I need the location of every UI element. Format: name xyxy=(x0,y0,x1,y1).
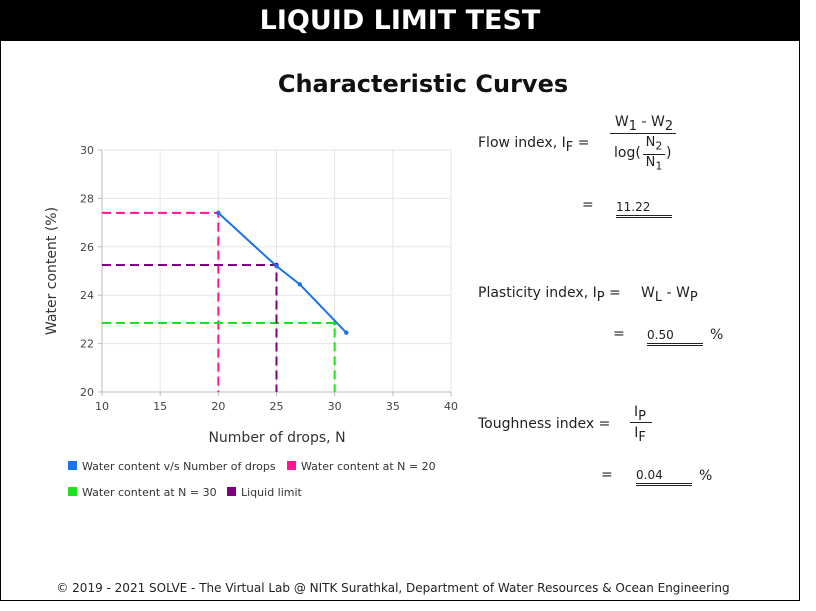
plasticity-index-label: Plasticity index, IP = xyxy=(478,285,621,305)
plasticity-unit: % xyxy=(710,327,723,343)
y-tick-label: 22 xyxy=(80,338,94,351)
x-axis-label: Number of drops, N xyxy=(208,430,345,446)
flow-index-value: 11.22 xyxy=(616,200,672,218)
flow-index-label: Flow index, IF = xyxy=(478,135,589,155)
y-tick-label: 28 xyxy=(80,192,94,205)
toughness-result-equals: = xyxy=(601,467,613,483)
chart-grid xyxy=(102,150,451,392)
y-tick-label: 26 xyxy=(80,241,94,254)
flow-fraction-bar xyxy=(610,133,676,134)
flow-inner-numerator: N2 xyxy=(642,135,666,153)
legend-label: Water content at N = 30 xyxy=(82,486,217,499)
data-point xyxy=(274,264,278,268)
legend-label: Water content v/s Number of drops xyxy=(82,460,276,473)
toughness-index-label: Toughness index = xyxy=(478,416,610,432)
plasticity-index-expression: WL - WP xyxy=(641,285,698,305)
legend-swatch xyxy=(68,461,77,470)
x-tick-label: 10 xyxy=(95,400,109,413)
toughness-denominator: IF xyxy=(628,425,652,445)
y-tick-label: 30 xyxy=(80,144,94,157)
legend-swatch xyxy=(227,487,236,496)
x-tick-label: 20 xyxy=(211,400,225,413)
flow-close-paren: ) xyxy=(666,145,671,161)
chart-legend: Water content v/s Number of drops Water c… xyxy=(68,460,436,499)
flow-result-equals: = xyxy=(582,197,594,213)
toughness-fraction-bar xyxy=(630,422,652,423)
flow-index-numerator: W1 - W2 xyxy=(610,114,678,134)
toughness-unit: % xyxy=(699,468,712,484)
y-tick-label: 20 xyxy=(80,386,94,399)
series-line-0 xyxy=(218,213,346,333)
x-tick-label: 35 xyxy=(386,400,400,413)
data-point xyxy=(298,282,302,286)
flow-inner-denominator: N1 xyxy=(642,155,666,173)
y-tick-label: 24 xyxy=(80,289,94,302)
data-point xyxy=(216,211,220,215)
x-tick-label: 40 xyxy=(444,400,458,413)
plasticity-result-equals: = xyxy=(613,326,625,342)
chart-ticks: 10 15 20 25 30 35 40 20 22 24 26 28 30 xyxy=(80,144,458,413)
toughness-index-value: 0.04 xyxy=(636,468,692,486)
toughness-numerator: IP xyxy=(628,404,652,424)
series-line-3 xyxy=(102,265,277,392)
x-tick-label: 25 xyxy=(270,400,284,413)
x-tick-label: 30 xyxy=(328,400,342,413)
y-axis-label: Water content (%) xyxy=(44,207,60,335)
flow-index-denominator: log( xyxy=(614,145,641,161)
legend-label: Liquid limit xyxy=(241,486,303,499)
footer-copyright: © 2019 - 2021 SOLVE - The Virtual Lab @ … xyxy=(0,581,786,595)
legend-swatch xyxy=(68,487,77,496)
x-tick-label: 15 xyxy=(153,400,167,413)
legend-swatch xyxy=(287,461,296,470)
plasticity-index-value: 0.50 xyxy=(647,328,703,346)
chart-series xyxy=(102,211,348,392)
legend-label: Water content at N = 20 xyxy=(301,460,436,473)
data-point xyxy=(344,331,348,335)
